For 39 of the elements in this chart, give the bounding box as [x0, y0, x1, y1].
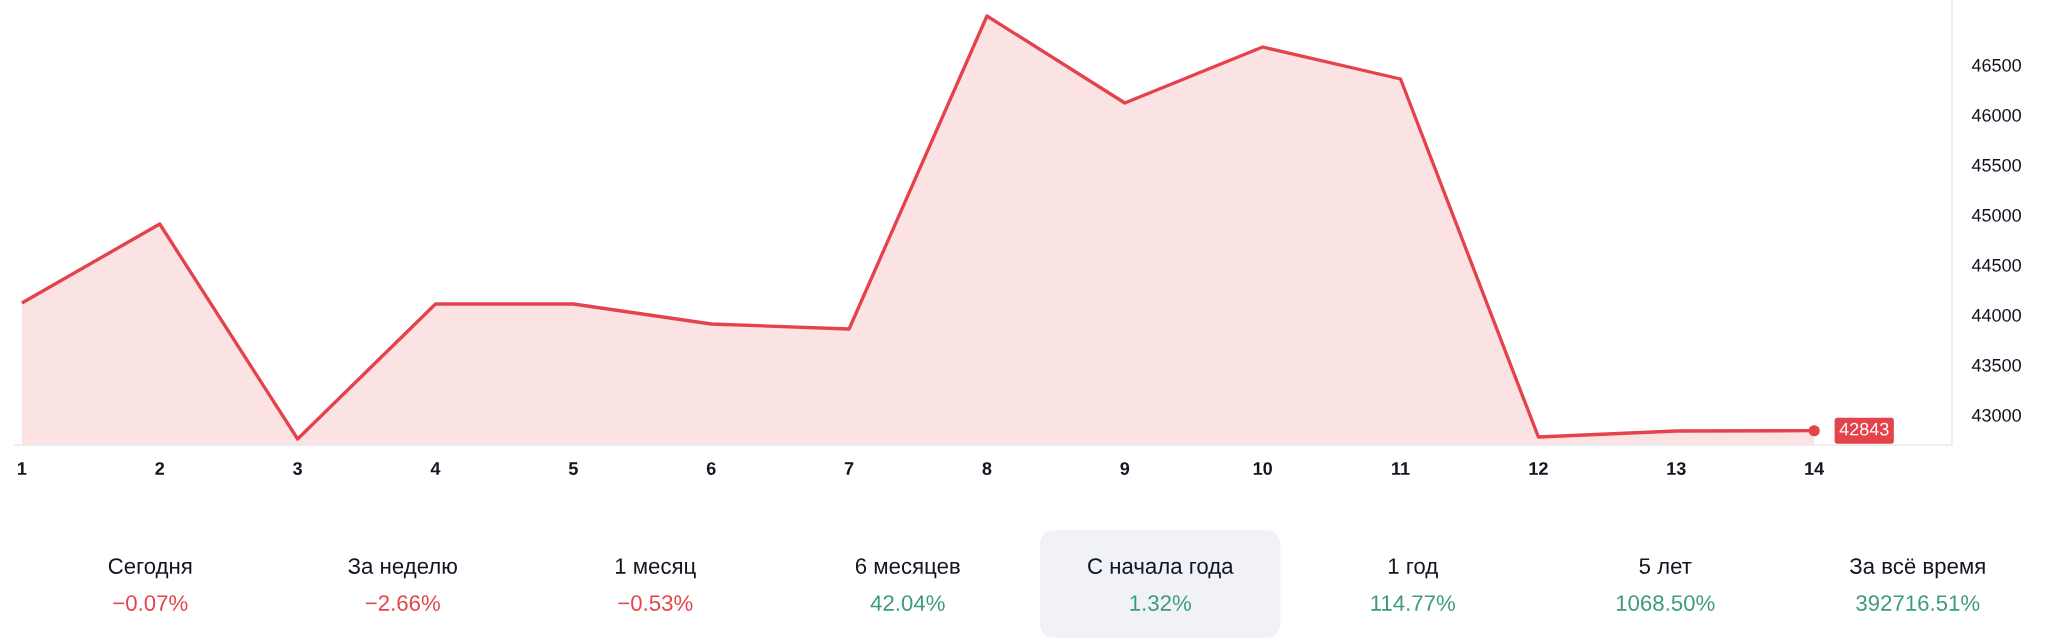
category-label: 6 месяцев — [855, 558, 960, 579]
text: −2.66% — [365, 595, 440, 611]
x-tick-label: 14 — [1805, 462, 1825, 475]
x-tick-label: 3 — [293, 462, 302, 475]
x-tick-label: 4 — [430, 462, 441, 475]
category-label: За всё время — [1849, 558, 1985, 579]
y-tick-label: 43500 — [1971, 358, 2021, 372]
x-tick-label: 12 — [1529, 462, 1548, 475]
x-tick-label: 9 — [1120, 462, 1130, 475]
x-tick-label: 11 — [1392, 462, 1410, 475]
text: 42.04% — [870, 595, 945, 611]
category-label: За неделю — [348, 558, 457, 579]
x-tick-label: 5 — [568, 462, 578, 475]
category-label: Сегодня — [108, 558, 192, 579]
text: −0.07% — [113, 595, 188, 611]
text: 1068.50% — [1616, 595, 1715, 611]
x-tick-label: 13 — [1667, 462, 1686, 475]
x-tick-label: 2 — [155, 462, 165, 475]
x-tick-label: 7 — [844, 462, 854, 475]
y-tick-label: 44500 — [1971, 258, 2021, 272]
category-label: С начала года — [1088, 558, 1234, 579]
x-tick-label: 6 — [706, 462, 716, 475]
data-label: 42843 — [1839, 422, 1889, 436]
text: 114.77% — [1371, 595, 1456, 611]
text: −0.53% — [618, 595, 693, 611]
x-tick-label: 10 — [1253, 462, 1272, 475]
y-tick-label: 45000 — [1971, 208, 2021, 222]
text: 392716.51% — [1856, 595, 1980, 611]
x-tick-label: 1 — [18, 462, 27, 475]
text: 1.32% — [1130, 595, 1191, 611]
y-tick-label: 44000 — [1971, 308, 2021, 322]
category-label: 1 месяц — [615, 558, 696, 579]
category-label: 1 год — [1388, 558, 1438, 579]
x-tick-label: 8 — [982, 462, 992, 475]
category-label: 5 лет — [1639, 558, 1692, 574]
y-tick-label: 46000 — [1971, 108, 2021, 122]
y-tick-label: 46500 — [1971, 58, 2021, 72]
y-tick-label: 45500 — [1971, 158, 2021, 172]
y-tick-label: 43000 — [1971, 408, 2021, 422]
